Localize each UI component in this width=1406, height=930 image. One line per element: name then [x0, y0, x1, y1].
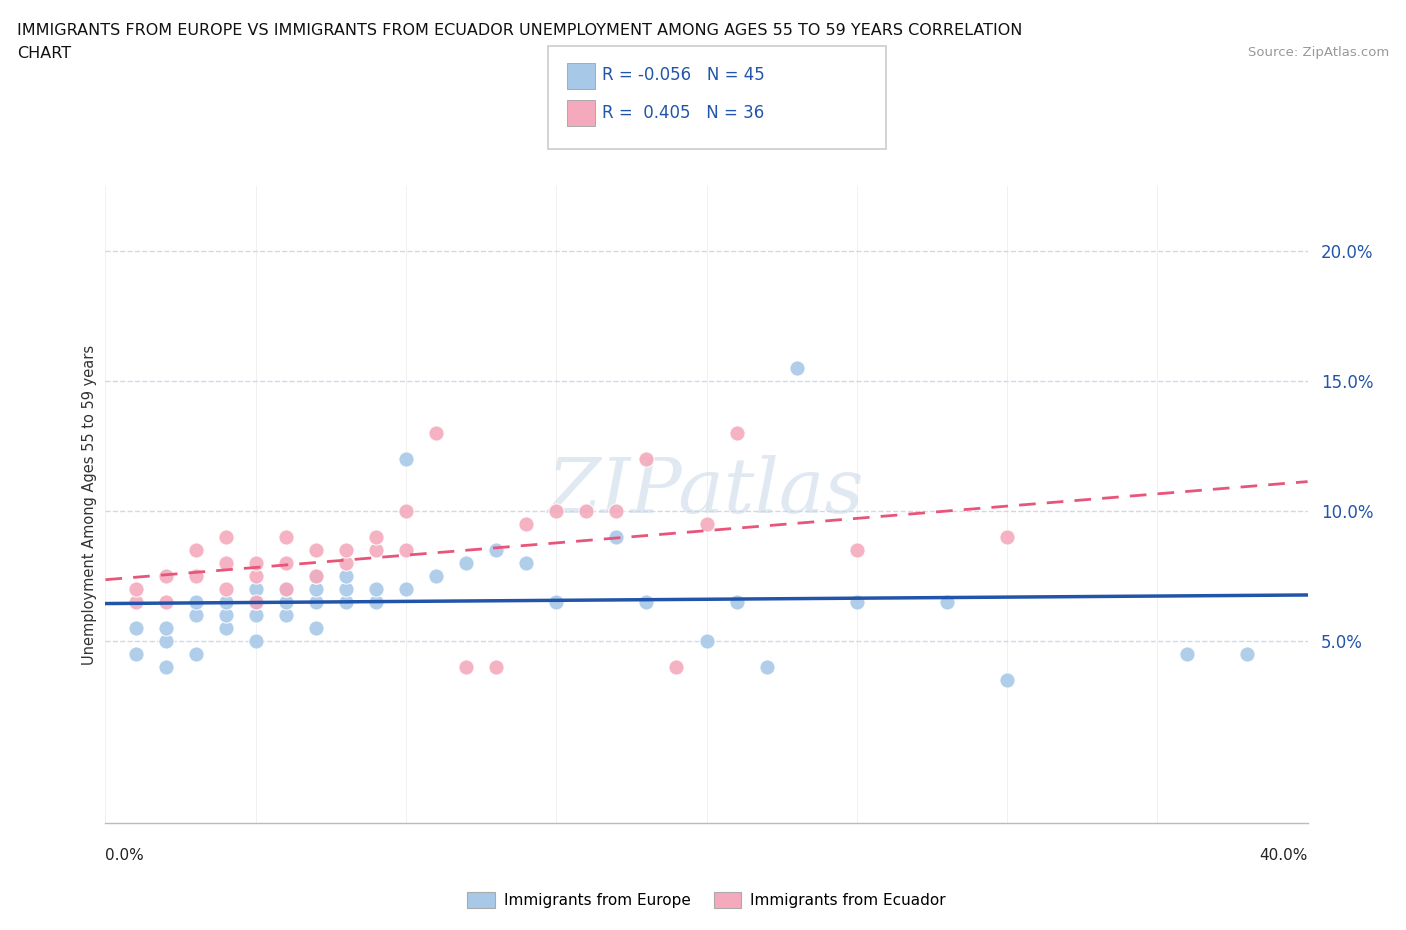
Point [364, 542, 387, 557]
Point [124, 594, 146, 609]
Point [395, 503, 418, 518]
Point [485, 659, 508, 674]
Point [245, 633, 267, 648]
Point [395, 542, 418, 557]
Point [636, 594, 658, 609]
Point [515, 555, 537, 570]
Point [605, 503, 627, 518]
Point [155, 594, 177, 609]
Point [245, 555, 267, 570]
Point [184, 568, 207, 583]
Point [274, 607, 297, 622]
Point [245, 568, 267, 583]
Point [274, 555, 297, 570]
Point [995, 529, 1018, 544]
Point [214, 607, 236, 622]
Point [274, 581, 297, 596]
Text: IMMIGRANTS FROM EUROPE VS IMMIGRANTS FROM ECUADOR UNEMPLOYMENT AMONG AGES 55 TO : IMMIGRANTS FROM EUROPE VS IMMIGRANTS FRO… [17, 23, 1022, 38]
Point [665, 659, 688, 674]
Text: CHART: CHART [17, 46, 70, 60]
Point [305, 581, 328, 596]
Point [305, 620, 328, 635]
Point [696, 633, 718, 648]
Point [335, 555, 357, 570]
Point [305, 542, 328, 557]
Point [335, 581, 357, 596]
Point [395, 581, 418, 596]
Point [124, 620, 146, 635]
Point [364, 594, 387, 609]
Point [454, 555, 477, 570]
Point [155, 659, 177, 674]
Point [546, 594, 568, 609]
Point [184, 542, 207, 557]
Point [995, 672, 1018, 687]
Point [1236, 646, 1258, 661]
Point [245, 594, 267, 609]
Point [335, 542, 357, 557]
Text: R =  0.405   N = 36: R = 0.405 N = 36 [602, 103, 763, 122]
Point [425, 426, 447, 441]
Point [636, 452, 658, 467]
Point [155, 568, 177, 583]
Point [245, 594, 267, 609]
Point [755, 659, 778, 674]
Point [1175, 646, 1198, 661]
Point [214, 620, 236, 635]
Point [274, 581, 297, 596]
Point [155, 633, 177, 648]
Point [245, 581, 267, 596]
Point [214, 594, 236, 609]
Point [155, 620, 177, 635]
Point [546, 503, 568, 518]
Point [214, 555, 236, 570]
Point [575, 503, 598, 518]
Point [305, 568, 328, 583]
Point [845, 542, 868, 557]
Text: 40.0%: 40.0% [1260, 848, 1308, 863]
Legend: Immigrants from Europe, Immigrants from Ecuador: Immigrants from Europe, Immigrants from … [461, 886, 952, 914]
Point [725, 594, 748, 609]
Point [184, 607, 207, 622]
Text: 0.0%: 0.0% [105, 848, 145, 863]
Point [305, 568, 328, 583]
Point [274, 529, 297, 544]
Point [605, 529, 627, 544]
Text: ZIPatlas: ZIPatlas [548, 455, 865, 529]
Text: R = -0.056   N = 45: R = -0.056 N = 45 [602, 66, 765, 85]
Point [245, 607, 267, 622]
Point [936, 594, 959, 609]
Point [485, 542, 508, 557]
Point [274, 594, 297, 609]
Point [515, 516, 537, 531]
Point [786, 361, 808, 376]
Point [184, 594, 207, 609]
Point [725, 426, 748, 441]
Y-axis label: Unemployment Among Ages 55 to 59 years: Unemployment Among Ages 55 to 59 years [82, 344, 97, 665]
Point [395, 452, 418, 467]
Point [184, 646, 207, 661]
Point [335, 568, 357, 583]
Text: Source: ZipAtlas.com: Source: ZipAtlas.com [1249, 46, 1389, 59]
Point [696, 516, 718, 531]
Point [425, 568, 447, 583]
Point [305, 594, 328, 609]
Point [124, 581, 146, 596]
Point [364, 581, 387, 596]
Point [335, 594, 357, 609]
Point [454, 659, 477, 674]
Point [364, 529, 387, 544]
Point [214, 529, 236, 544]
Point [124, 646, 146, 661]
Point [845, 594, 868, 609]
Point [214, 581, 236, 596]
